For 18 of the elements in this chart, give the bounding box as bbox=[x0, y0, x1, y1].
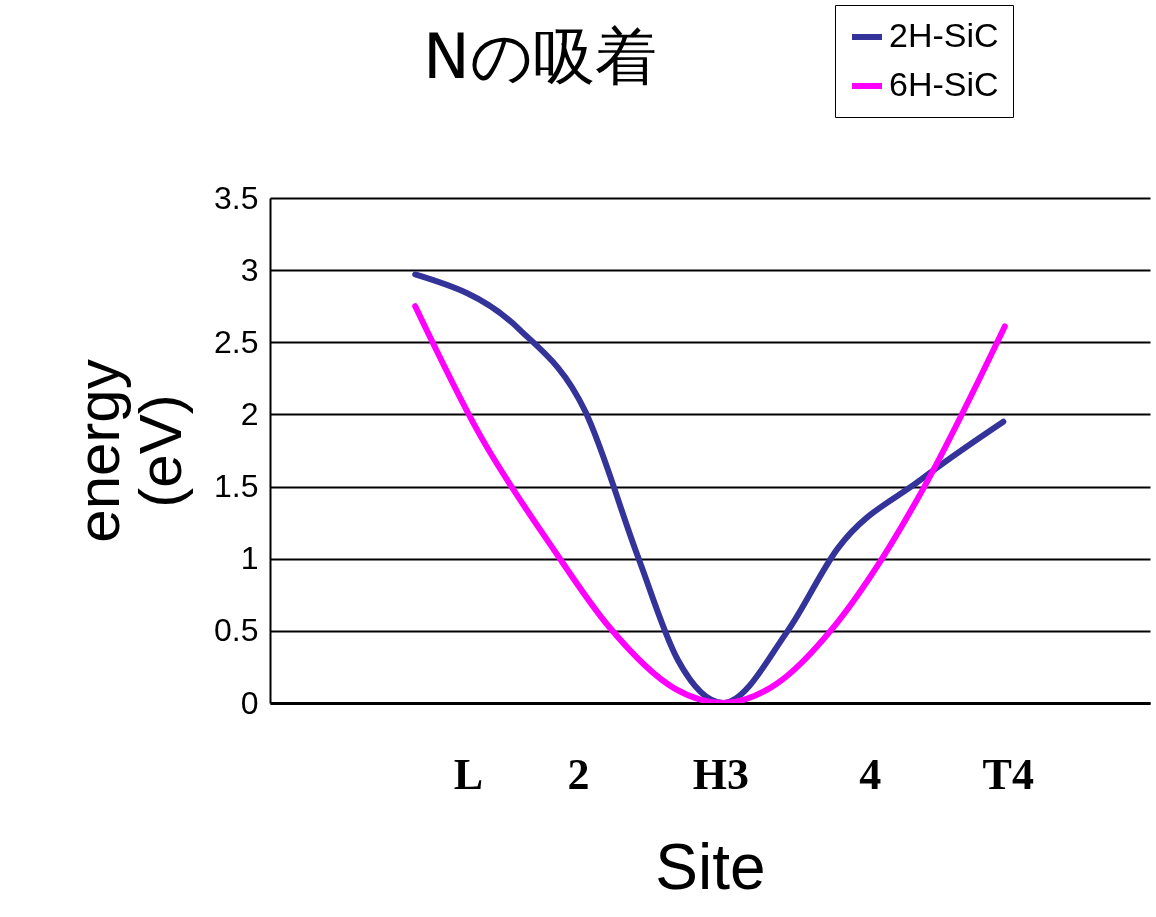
y-axis-title: energy (eV) bbox=[65, 359, 195, 543]
y-tick-label: 3 bbox=[240, 251, 259, 288]
x-tick-label: L bbox=[453, 749, 484, 799]
y-tick-label: 0 bbox=[240, 684, 259, 721]
y-tick-label: 1 bbox=[240, 540, 259, 577]
legend-label: 6H-SiC bbox=[889, 65, 999, 103]
x-tick-label: H3 bbox=[692, 749, 749, 799]
legend-label: 2H-SiC bbox=[889, 16, 999, 54]
y-tick-label: 0.5 bbox=[214, 612, 259, 649]
x-tick-label: T4 bbox=[982, 749, 1034, 799]
y-tick-label: 3.5 bbox=[214, 179, 259, 216]
x-tick-label: 2 bbox=[567, 749, 590, 799]
x-axis-title: Site bbox=[655, 830, 766, 903]
y-tick-label: 1.5 bbox=[214, 468, 259, 505]
x-tick-label: 4 bbox=[859, 749, 882, 799]
y-tick-label: 2.5 bbox=[214, 323, 259, 360]
chart-title: Nの吸着 bbox=[423, 19, 657, 93]
y-tick-label: 2 bbox=[240, 395, 259, 432]
